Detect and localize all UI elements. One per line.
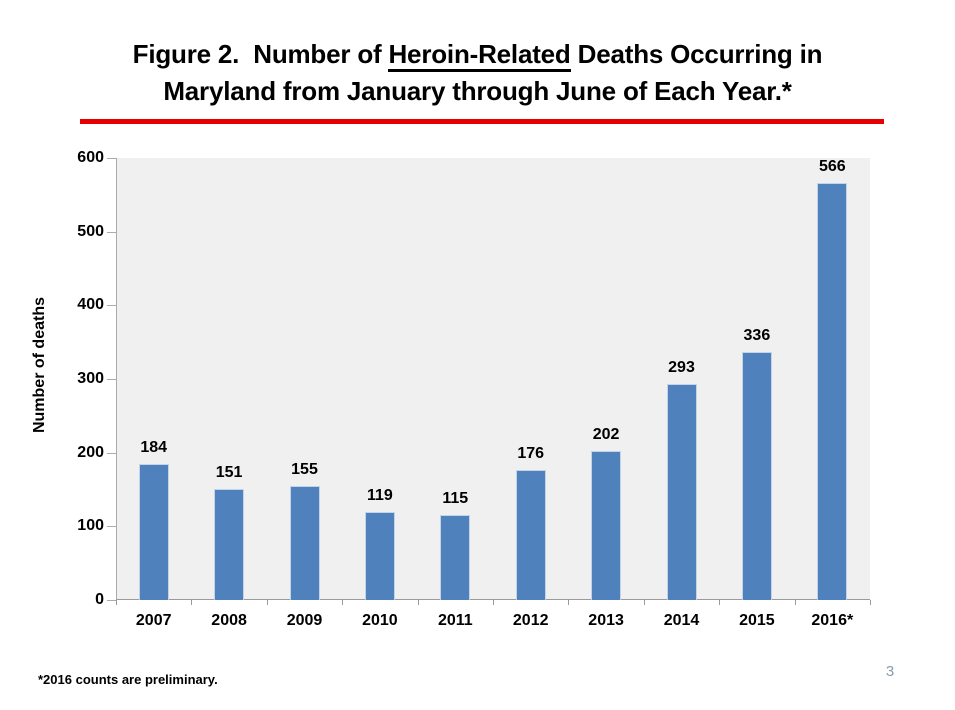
x-tick-label: 2011 <box>437 612 473 629</box>
bar-value-label: 566 <box>818 158 846 176</box>
x-tick-label: 2009 <box>286 612 323 629</box>
x-tick-mark <box>116 600 117 605</box>
figure-title: Figure 2. Number of Heroin-Related Death… <box>0 36 955 110</box>
bar-value-label: 202 <box>592 426 620 444</box>
x-tick-label: 2014 <box>663 612 700 629</box>
bar <box>741 352 772 600</box>
x-tick-mark <box>266 600 268 605</box>
x-tick-mark <box>643 600 645 605</box>
y-tick-label: 400 <box>77 296 104 314</box>
bar-value-label: 119 <box>366 487 393 505</box>
page-number: 3 <box>885 663 895 680</box>
x-tick-mark <box>342 600 344 605</box>
bar <box>364 512 395 600</box>
x-tick-mark <box>417 600 419 605</box>
y-tick-label: 300 <box>77 370 104 387</box>
bar-value-label: 115 <box>442 490 469 508</box>
x-tick-mark <box>493 600 494 605</box>
bar <box>289 485 320 600</box>
y-tick-label: 0 <box>95 591 104 608</box>
title-text-post: Deaths Occurring in <box>570 39 823 69</box>
bar-value-label: 155 <box>291 460 318 478</box>
bar-value-label: 151 <box>215 463 243 481</box>
x-tick-label: 2007 <box>135 612 172 629</box>
y-tick-mark <box>107 305 116 307</box>
bar-value-label: 184 <box>140 439 168 457</box>
x-tick-label: 2013 <box>588 612 624 629</box>
footnote: *2016 counts are preliminary. <box>38 672 218 687</box>
y-tick-label: 600 <box>77 149 104 166</box>
y-tick-label: 100 <box>77 517 104 535</box>
y-tick-mark <box>107 231 116 233</box>
bar <box>515 470 546 600</box>
y-tick-mark <box>107 600 116 601</box>
y-tick-mark <box>107 158 116 159</box>
bar <box>214 488 245 600</box>
bar <box>666 384 697 600</box>
x-tick-label: 2010 <box>362 612 398 629</box>
bar-value-label: 336 <box>743 327 771 345</box>
x-tick-label: 2008 <box>211 612 247 629</box>
y-tick-label: 500 <box>77 222 104 240</box>
x-tick-mark <box>719 600 721 605</box>
y-tick-label: 200 <box>77 443 104 461</box>
bar <box>591 451 622 600</box>
x-tick-mark <box>794 600 796 605</box>
figure-title-line2: Maryland from January through June of Ea… <box>163 76 792 106</box>
y-tick-mark <box>107 526 116 528</box>
title-text-pre: Figure 2. Number of <box>132 39 389 69</box>
title-text-underlined: Heroin-Related <box>388 39 571 72</box>
y-tick-mark <box>107 452 116 454</box>
x-tick-mark <box>568 600 570 605</box>
bar-value-label: 293 <box>668 359 695 377</box>
bar <box>440 515 471 600</box>
title-rule <box>80 119 884 124</box>
bar <box>138 464 169 600</box>
x-tick-label: 2012 <box>512 612 549 629</box>
x-tick-label: 2016* <box>811 612 854 629</box>
x-tick-mark <box>870 600 871 605</box>
bar <box>817 183 848 600</box>
x-tick-mark <box>191 600 193 605</box>
y-tick-mark <box>107 379 116 380</box>
figure-title-line1: Figure 2. Number of Heroin-Related Death… <box>0 36 955 73</box>
x-tick-label: 2015 <box>739 612 775 629</box>
bar-value-label: 176 <box>517 445 545 463</box>
